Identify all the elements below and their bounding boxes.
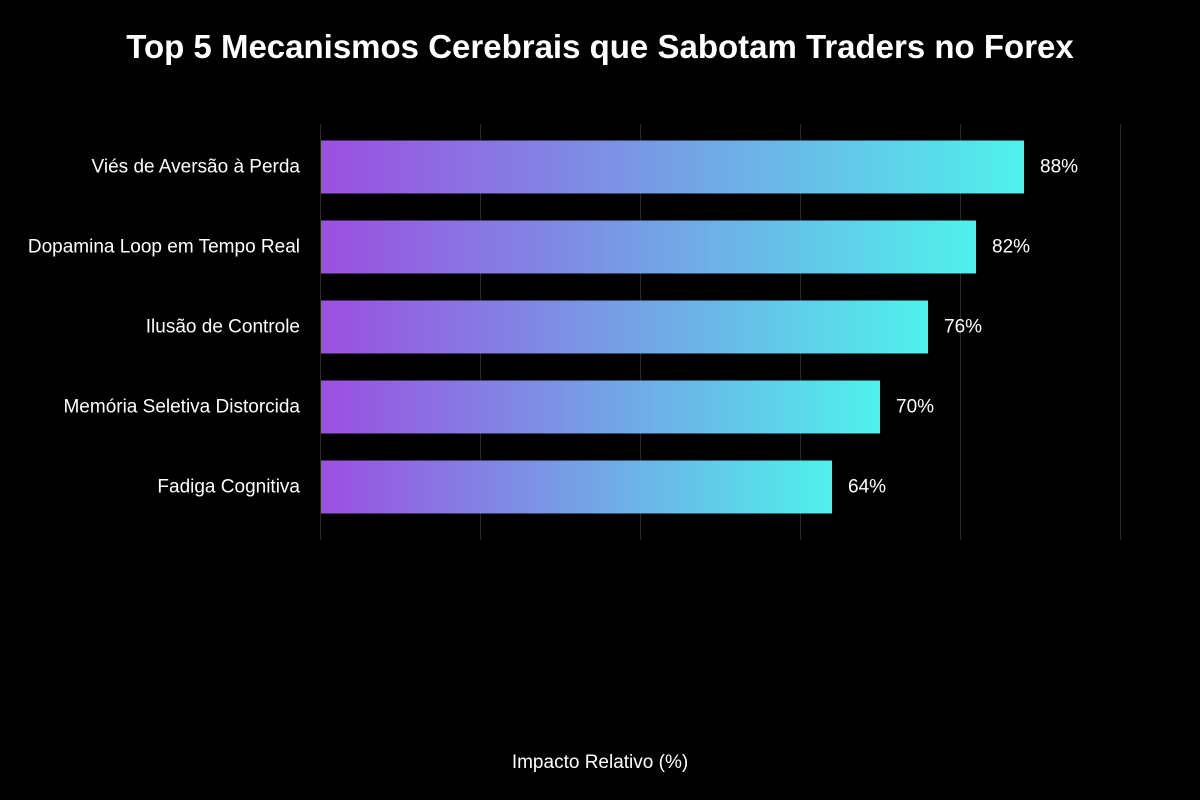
category-labels: Viés de Aversão à Perda Dopamina Loop em …	[28, 157, 301, 498]
value-labels: 88% 82% 76% 70% 64%	[848, 157, 1078, 498]
category-label: Memória Seletiva Distorcida	[63, 397, 300, 418]
value-label: 70%	[896, 397, 934, 418]
value-label: 76%	[944, 317, 982, 338]
category-label: Viés de Aversão à Perda	[92, 157, 301, 178]
value-label: 88%	[1040, 157, 1078, 178]
category-label: Fadiga Cognitiva	[157, 477, 300, 498]
bar	[321, 220, 976, 274]
category-label: Ilusão de Controle	[146, 317, 300, 338]
chart-title: Top 5 Mecanismos Cerebrais que Sabotam T…	[126, 28, 1074, 65]
bar	[321, 140, 1024, 194]
bar	[321, 300, 928, 354]
bar	[321, 380, 880, 434]
value-label: 82%	[992, 237, 1030, 258]
value-label: 64%	[848, 477, 886, 498]
bar	[321, 460, 832, 514]
x-axis-title: Impacto Relativo (%)	[511, 752, 689, 773]
bars	[321, 140, 1024, 514]
category-label: Dopamina Loop em Tempo Real	[28, 237, 300, 258]
